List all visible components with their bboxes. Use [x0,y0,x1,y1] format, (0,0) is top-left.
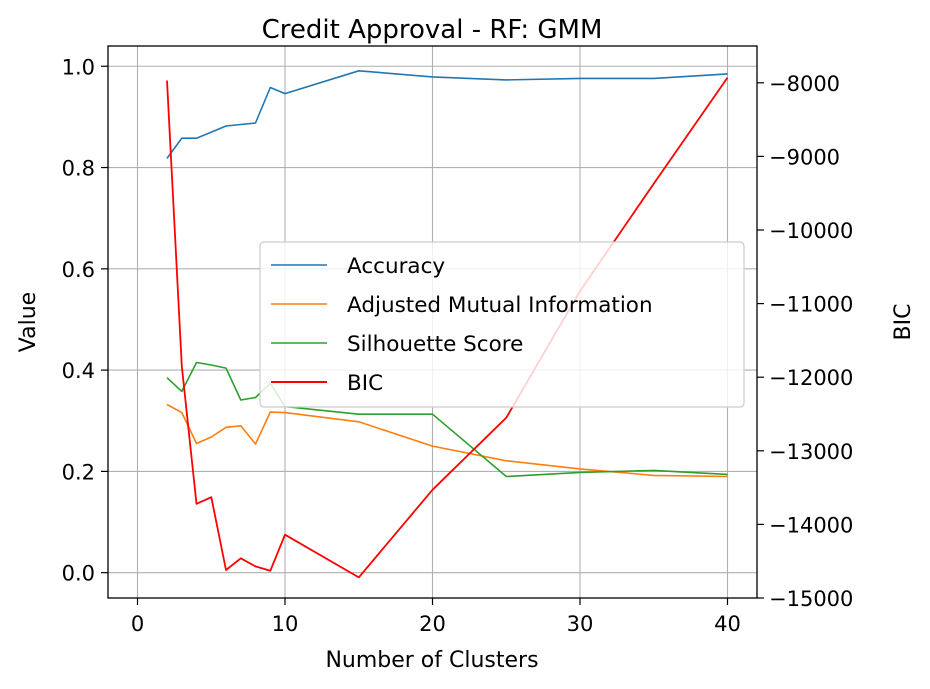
y2-tick-label: −15000 [769,587,853,611]
legend-label-silhouette-score: Silhouette Score [347,332,523,357]
x-tick-label: 10 [272,612,299,636]
y-tick-label: 1.0 [62,55,95,79]
series-line-adjusted-mutual-information [166,403,728,478]
y2-tick-label: −14000 [769,513,853,537]
legend-label-bic: BIC [347,371,383,396]
legend-box [259,241,745,408]
legend-label-adjusted-mutual-information: Adjusted Mutual Information [347,293,653,318]
x-tick-label: 30 [567,612,594,636]
y-tick-label: 0.8 [62,157,95,181]
y2-tick-label: −9000 [769,145,840,169]
chart-title: Credit Approval - RF: GMM [262,15,603,45]
y2-axis-label: BIC [891,304,916,341]
y2-tick-label: −13000 [769,440,853,464]
y2-tick-label: −11000 [769,293,853,317]
series-line-accuracy [166,70,728,159]
y-axis-right: −15000 −14000 −13000 −12000 −11000 −10000 −900… [757,72,853,611]
y-tick-label: 0.6 [62,258,95,282]
legend-label-accuracy: Accuracy [347,254,445,279]
y2-tick-label: −8000 [769,72,840,96]
y-tick-label: 0.4 [62,359,95,383]
x-tick-label: 20 [419,612,446,636]
y2-tick-label: −12000 [769,366,853,390]
x-axis-label: Number of Clusters [325,648,538,673]
y-tick-label: 0.2 [62,460,95,484]
y2-tick-label: −10000 [769,219,853,243]
x-axis: 0 10 20 30 40 [131,598,741,636]
y-axis-left: 0.0 0.2 0.4 0.6 0.8 1.0 [62,55,108,586]
legend: Accuracy Adjusted Mutual Information Silho… [259,241,745,408]
y-tick-label: 0.0 [62,562,95,586]
x-tick-label: 0 [131,612,144,636]
x-tick-label: 40 [714,612,741,636]
y-axis-label: Value [16,292,41,352]
